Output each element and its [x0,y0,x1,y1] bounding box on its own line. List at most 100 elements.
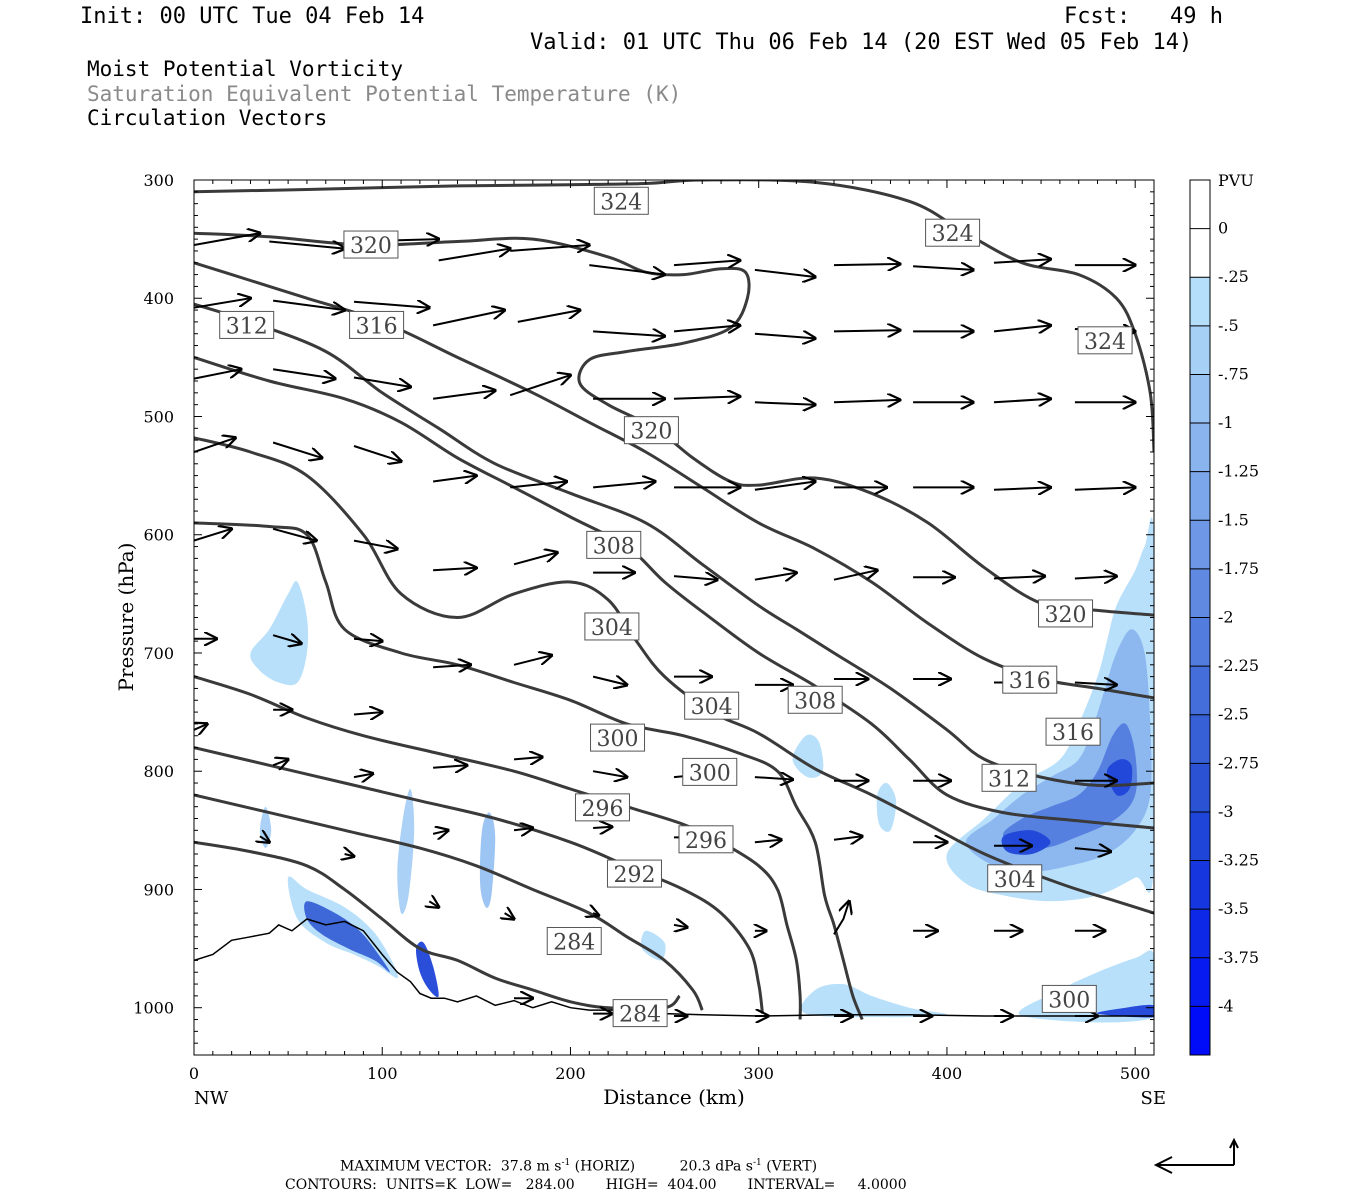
circulation-vector [593,331,665,336]
theta-e-contour-296 [194,675,802,1020]
circulation-vector [673,325,740,331]
terrain-layer [194,918,1154,1017]
contour-label-text: 300 [1048,988,1090,1013]
contour-label: 312 [219,310,275,339]
field-label-vectors: Circulation Vectors [87,106,328,130]
colorbar-label: -2.25 [1218,656,1259,675]
circulation-vector [517,310,580,323]
circulation-vector [272,527,316,541]
circulation-vector [833,264,900,265]
axes-layer: 0 100 200 300 400 500 300 400 500 600 700 800 900 100… [133,171,1155,1083]
contour-label-text: 316 [1009,669,1051,694]
colorbar-label: -3.25 [1218,851,1259,870]
x-tick-label: 200 [555,1064,586,1083]
theta-e-contour-300 [194,521,864,1021]
circulation-vector [513,553,557,566]
terrain-line [194,918,1154,1017]
contour-label: 324 [1077,326,1133,355]
colorbar-cell [1190,228,1210,278]
colorbar-label: -4 [1218,996,1234,1015]
contour-label-box [787,685,843,714]
circulation-vector [1074,683,1117,685]
circulation-vector [432,476,476,482]
contour-label-box [584,612,640,641]
contour-label-text: 292 [613,863,655,888]
circulation-vector [754,573,797,580]
theta-e-contour-324 [194,180,1154,453]
field-label-mpv: Moist Potential Vorticity [87,57,404,81]
colorbar-label: -.75 [1218,364,1249,383]
contour-label-box [590,723,646,752]
circulation-vector [353,639,382,641]
contour-label-box [987,864,1043,893]
colorbar-cell [1190,617,1210,667]
contour-info: CONTOURS: UNITS=K LOW= 284.00 HIGH= 404.… [285,1177,907,1193]
circulation-vector [833,570,877,581]
contour-label: 304 [987,864,1043,893]
contour-label-box [606,859,662,888]
circulation-vector [592,771,627,777]
contour-label: 308 [586,530,642,559]
contour-label-text: 284 [619,1003,661,1028]
contour-label-text: 320 [350,234,392,259]
y-tick-label: 800 [143,762,174,781]
circulation-vector [353,445,401,461]
circulation-vector [438,249,511,262]
pv-region [801,983,948,1018]
theta-e-contour-308 [194,355,1154,830]
x-tick-label: 300 [743,1064,774,1083]
contour-label-text: 284 [553,930,595,955]
contour-label: 284 [546,926,602,955]
circulation-vector [509,375,570,397]
colorbar-label: -1.5 [1218,510,1249,529]
circulation-vector [589,264,664,275]
field-label-thetae: Saturation Equivalent Potential Temperat… [87,82,682,106]
colorbar-label: -2.5 [1218,705,1249,724]
circulation-vector [1074,848,1111,852]
colorbar-cell [1190,374,1210,424]
y-tick-label: 500 [143,407,174,426]
y-tick-label: 1000 [133,999,174,1018]
circulation-vector [593,482,655,488]
circulation-vector [260,836,269,842]
contour-label: 300 [682,757,738,786]
circulation-vector [754,482,815,491]
circulation-vector [429,901,438,907]
colorbar-cell [1190,763,1210,813]
contour-label: 304 [684,691,740,720]
circulation-vector [272,299,345,311]
colorbar-label: -3.75 [1218,948,1259,967]
circulation-vector [353,539,397,549]
circulation-vector [993,259,1051,263]
contour-label-box [593,186,649,215]
colorbar-label: -1 [1218,413,1234,432]
colorbar-cell [1190,957,1210,1007]
contour-label: 296 [678,825,734,854]
pv-colorbar: PVU 0 -.25 -.5 -.75 -1 -1.25 -1.5 -1.75 -2 -2.25 -2… [1189,171,1259,1056]
contour-label-box [1038,599,1094,628]
circulation-vector [194,233,260,246]
circulation-vector [993,325,1051,331]
circulation-vector [1074,487,1135,489]
colorbar-cell [1190,277,1210,327]
contour-label-box [682,757,738,786]
circulation-vector [194,438,235,453]
pv-region [415,941,439,998]
circulation-vector [754,777,793,779]
theta-e-contour-288 [194,793,704,1011]
circulation-vector [194,529,232,542]
max-vector-line: MAXIMUM VECTOR: 37.8 m s-1 (HORIZ) 20.3 … [340,1158,817,1175]
theta-e-contour-320 [194,231,1154,617]
x-left-end-label: NW [194,1088,229,1109]
contour-label: 316 [1002,665,1058,694]
contour-label: 284 [612,999,668,1028]
circulation-vector [353,376,411,387]
contour-label-box [343,230,399,259]
contour-label: 304 [584,612,640,641]
init-time: Init: 00 UTC Tue 04 Feb 14 [80,4,425,29]
circulation-vector [353,302,429,308]
colorbar-label: -.5 [1218,316,1239,335]
contour-label: 324 [925,218,981,247]
contour-label-text: 316 [356,314,398,339]
pv-region [479,812,496,908]
